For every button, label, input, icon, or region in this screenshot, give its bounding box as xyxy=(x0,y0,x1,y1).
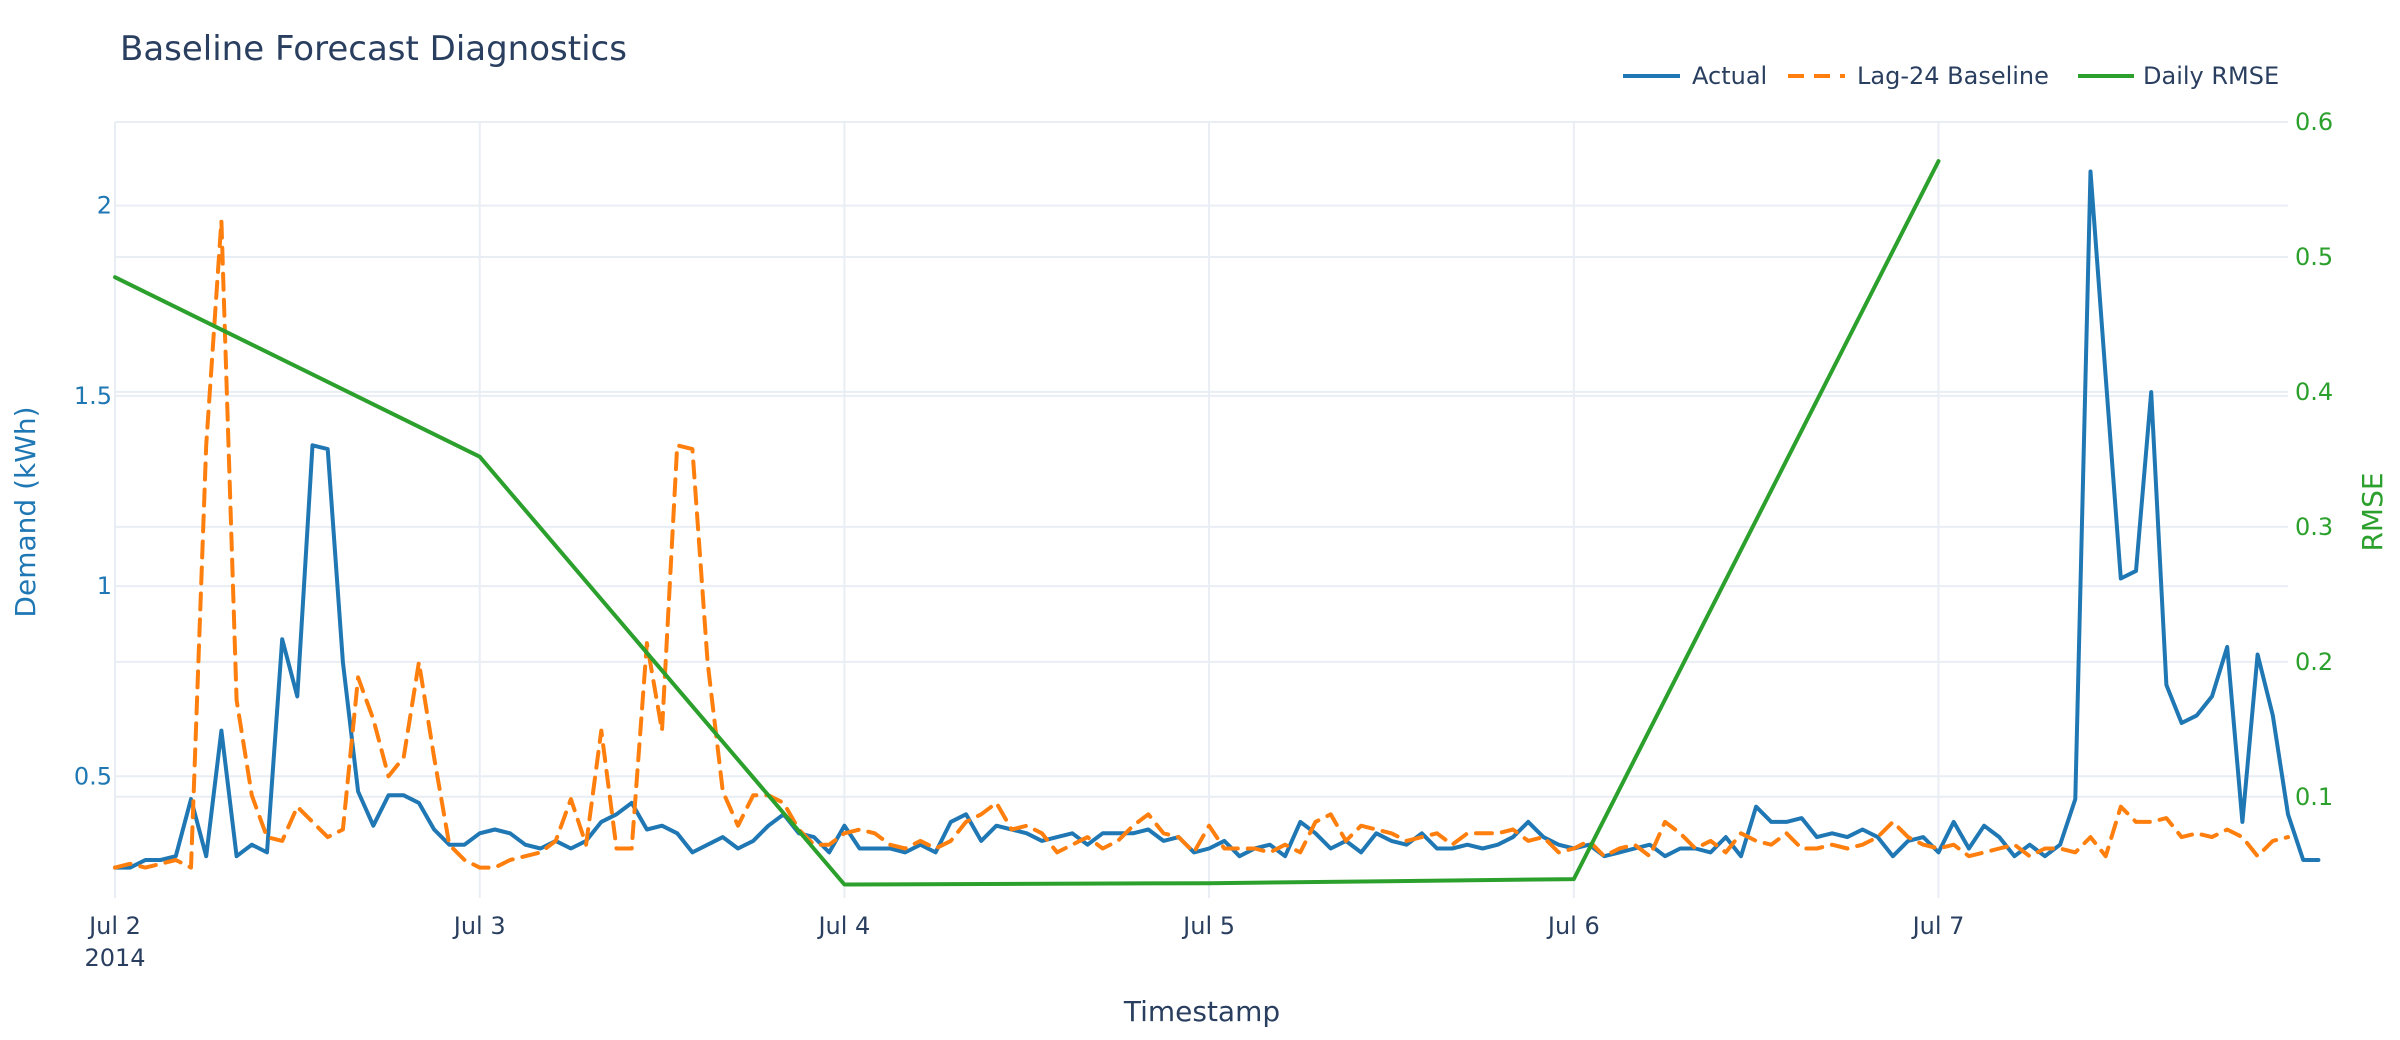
series-lag24-line xyxy=(113,218,2290,870)
legend-label-lag24: Lag-24 Baseline xyxy=(1857,62,2049,90)
x-tick-sublabel: 2014 xyxy=(84,944,145,972)
y2-tick-label: 0.3 xyxy=(2295,513,2333,541)
series-actual-line xyxy=(113,169,2321,870)
legend-item-rmse[interactable]: Daily RMSE xyxy=(2078,62,2279,90)
x-tick-label: Jul 6 xyxy=(1546,912,1600,940)
x-tick-label: Jul 3 xyxy=(452,912,506,940)
y-tick-label: 2 xyxy=(97,192,112,220)
series-layer xyxy=(113,159,2321,887)
y-tick-label: 1 xyxy=(97,572,112,600)
y2-axis-title: RMSE xyxy=(2356,472,2389,551)
y2-tick-label: 0.4 xyxy=(2295,378,2333,406)
y2-tick-label: 0.1 xyxy=(2295,783,2333,811)
x-tick-label: Jul 4 xyxy=(816,912,870,940)
chart-title: Baseline Forecast Diagnostics xyxy=(120,29,627,69)
y2-tick-label: 0.2 xyxy=(2295,648,2333,676)
y2-tick-label: 0.5 xyxy=(2295,243,2333,271)
x-tick-label: Jul 5 xyxy=(1181,912,1235,940)
legend-label-rmse: Daily RMSE xyxy=(2143,62,2279,90)
series-rmse-line xyxy=(113,159,1941,887)
legend-item-lag24[interactable]: Lag-24 Baseline xyxy=(1788,62,2049,90)
y-axis-title: Demand (kWh) xyxy=(9,406,42,617)
legend-item-actual[interactable]: Actual xyxy=(1623,62,1767,90)
legend-label-actual: Actual xyxy=(1692,62,1767,90)
x-axis-title: Timestamp xyxy=(1123,995,1280,1028)
tick-layer: Jul 2 2014 Jul 3 Jul 4 Jul 5 Jul 6 Jul 7 0.5 1 1.… xyxy=(74,108,2333,972)
y-tick-label: 1.5 xyxy=(74,382,112,410)
legend: Actual Lag-24 Baseline Daily RMSE xyxy=(1623,62,2279,90)
x-tick-label: Jul 2 xyxy=(87,912,141,940)
y-tick-label: 0.5 xyxy=(74,762,112,790)
grid-layer xyxy=(114,121,2288,898)
x-tick-label: Jul 7 xyxy=(1911,912,1965,940)
y2-tick-label: 0.6 xyxy=(2295,108,2333,136)
